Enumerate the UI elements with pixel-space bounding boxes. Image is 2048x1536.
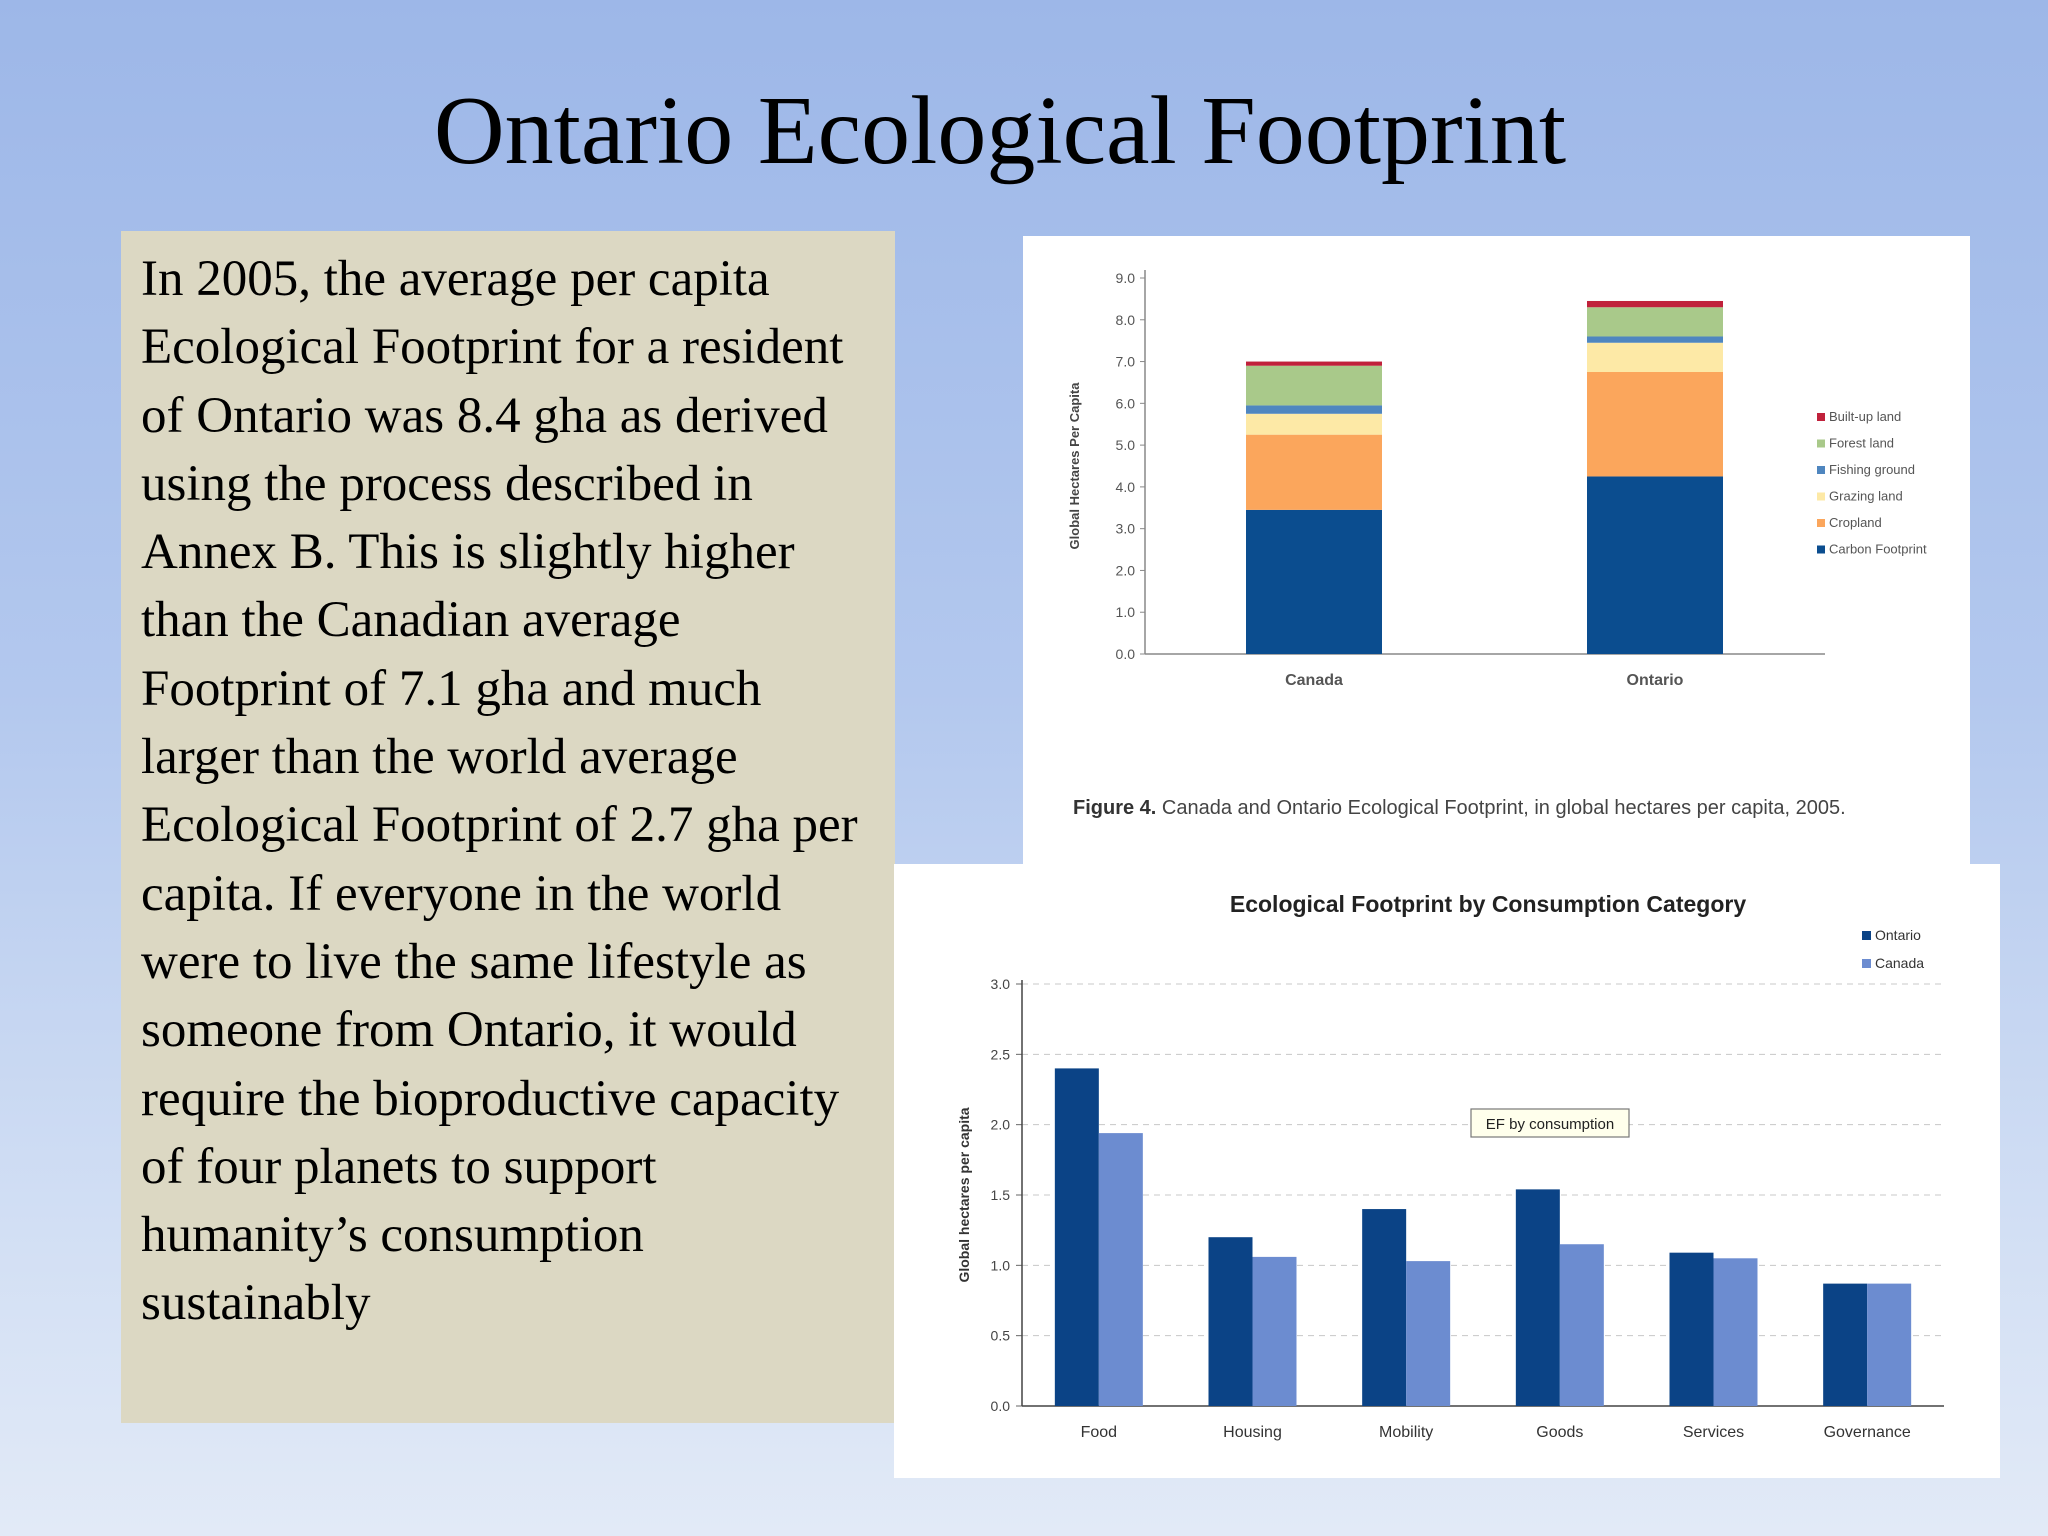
legend-label: Cropland [1829,515,1882,530]
x-tick-label: Governance [1824,1424,1911,1441]
y-tick-label: 2.0 [991,1117,1011,1133]
y-tick-label: 0.0 [991,1398,1011,1414]
bar-governance-ontario [1823,1283,1868,1406]
text-box: In 2005, the average per capita Ecologic… [121,231,895,1423]
bar-food-canada [1098,1133,1143,1406]
legend-swatch-grazing-land [1817,492,1825,501]
legend-label: Forest land [1829,436,1894,451]
legend-swatch-cropland [1817,519,1825,527]
legend-label: Grazing land [1829,489,1903,504]
stacked-footprint-chart: 0.0 1.0 2.0 3.0 4.0 5.0 6.0 7.0 8.0 9.0 Global Hec… [1067,270,1927,819]
figure-caption-text: Canada and Ontario Ecological Footprint,… [1156,797,1845,819]
x-tick-label: Goods [1536,1424,1583,1441]
y-tick-label: 3.0 [991,976,1011,992]
y-tick-label: 2.5 [991,1046,1011,1062]
consumption-chart-panel: Ecological Footprint by Consumption Cate… [894,864,2000,1478]
y-tick-label: 5.0 [1116,437,1136,453]
annotation-box [1470,1108,1630,1138]
y-tick-label: 0.0 [1116,646,1136,662]
bar-ontario-forest-land [1587,307,1723,337]
y-tick-label: 0.5 [991,1328,1011,1344]
slide-title: Ontario Ecological Footprint [433,77,1567,185]
y-tick-label: 3.0 [1116,521,1136,537]
y-tick-label: 2.0 [1116,562,1136,578]
bar-canada-carbon-footprint [1246,509,1382,654]
figure-caption: Figure 4. Canada and Ontario Ecological … [1073,797,1846,819]
y-tick-label: 7.0 [1116,354,1136,370]
legend-label: Canada [1875,955,1924,971]
figure-caption-label: Figure 4. [1073,797,1156,819]
y-axis-label: Global hectares per capita [956,1107,972,1282]
y-tick-label: 1.5 [991,1187,1011,1203]
y-tick-label: 4.0 [1116,479,1136,495]
bar-housing-ontario [1208,1237,1253,1406]
y-tick-label: 1.0 [1116,604,1136,620]
legend-label: Ontario [1875,927,1921,943]
bar-goods-ontario [1515,1189,1560,1406]
annotation-label: EF by consumption [1486,1116,1614,1133]
bar-governance-canada [1867,1283,1912,1406]
stacked-chart-panel: 0.0 1.0 2.0 3.0 4.0 5.0 6.0 7.0 8.0 9.0 Global Hec… [1023,236,1970,866]
bar-goods-canada [1559,1244,1604,1406]
bar-canada-fishing-ground [1246,405,1382,414]
chart-title: Ecological Footprint by Consumption Cate… [1230,891,1746,917]
bar-services-canada [1713,1258,1758,1406]
y-tick-label: 9.0 [1116,270,1136,286]
legend-swatch-ontario [1862,931,1871,940]
legend-label: Carbon Footprint [1829,542,1927,557]
bar-ontario-carbon-footprint [1587,476,1723,654]
y-tick-label: 6.0 [1116,395,1136,411]
consumption-category-chart: Ecological Footprint by Consumption Cate… [956,891,1944,1441]
y-tick-label: 8.0 [1116,312,1136,328]
legend-swatch-carbon-footprint [1817,545,1825,554]
x-tick-label: Canada [1285,672,1343,689]
bar-food-ontario [1054,1068,1099,1406]
legend-label: Built-up land [1829,409,1901,424]
bar-ontario-fishing-ground [1587,336,1723,343]
x-tick-label: Services [1683,1424,1744,1441]
x-tick-label: Food [1081,1424,1117,1441]
bar-canada-cropland [1246,434,1382,510]
x-tick-label: Ontario [1627,672,1684,689]
bar-ontario-cropland [1587,372,1723,477]
bar-mobility-ontario [1362,1209,1407,1406]
bar-services-ontario [1669,1252,1714,1406]
y-tick-label: 1.0 [991,1257,1011,1273]
bar-canada-forest-land [1246,365,1382,406]
legend-swatch-fishing-ground [1817,466,1825,474]
bar-ontario-built-up-land [1587,300,1723,308]
x-tick-label: Mobility [1379,1424,1433,1441]
x-tick-label: Housing [1223,1424,1282,1441]
legend-swatch-forest-land [1817,439,1825,448]
bar-ontario-grazing-land [1587,342,1723,372]
bar-housing-canada [1252,1256,1297,1406]
bar-mobility-canada [1406,1261,1451,1406]
bar-canada-grazing-land [1246,413,1382,435]
body-text: In 2005, the average per capita Ecologic… [141,251,858,1332]
legend-swatch-canada [1862,959,1871,968]
y-axis-label: Global Hectares Per Capita [1067,382,1082,550]
legend-swatch-built-up-land [1817,413,1825,421]
legend-label: Fishing ground [1829,462,1915,477]
bar-canada-built-up-land [1246,361,1382,366]
